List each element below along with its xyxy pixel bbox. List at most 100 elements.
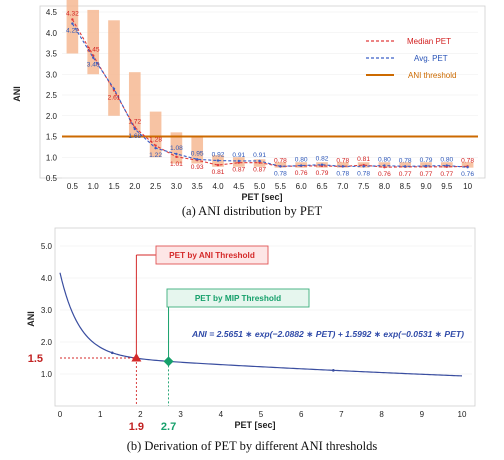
median-data-label: 0.81 <box>357 156 370 163</box>
chart-a-x-tick: 1.0 <box>88 182 100 191</box>
curve-point <box>110 351 114 355</box>
avg-pet-point <box>466 166 469 169</box>
chart-a-y-tick: 2.0 <box>46 112 58 121</box>
chart-a-xlabel: PET [sec] <box>241 192 282 202</box>
avg-pet-point <box>320 163 324 166</box>
chart-b-x-tick: 4 <box>219 410 224 419</box>
chart-a-x-tick: 5.0 <box>254 182 266 191</box>
median-data-label: 0.78 <box>274 157 287 164</box>
chart-a-x-tick: 7.0 <box>337 182 349 191</box>
avg-data-label: 0.92 <box>212 152 225 159</box>
avg-pet-point <box>112 87 116 90</box>
chart-b-x-tick: 10 <box>458 410 467 419</box>
avg-data-label: 0.91 <box>232 152 245 159</box>
median-pet-point <box>175 155 178 159</box>
callout-mip-text: PET by MIP Threshold <box>195 294 281 303</box>
avg-data-label: 1.22 <box>149 152 162 159</box>
median-data-label: 0.93 <box>191 164 204 171</box>
chart-b-y-tick: 5.0 <box>41 242 53 251</box>
median-data-label: 1.01 <box>170 161 183 168</box>
median-data-label: 0.81 <box>212 169 225 176</box>
chart-b-y-tick: 4.0 <box>41 274 53 283</box>
callout-ani-text: PET by ANI Threshold <box>169 251 255 260</box>
median-data-label: 0.77 <box>420 171 433 178</box>
avg-pet-point <box>300 164 303 167</box>
legend-median-label: Median PET <box>407 37 451 46</box>
ani-range-bar <box>274 162 287 168</box>
avg-data-label: 0.78 <box>399 157 412 164</box>
median-pet-point <box>71 18 74 21</box>
avg-pet-point <box>404 165 407 168</box>
avg-pet-point <box>154 146 157 150</box>
curve-point <box>332 369 335 372</box>
avg-data-label: 0.80 <box>440 157 453 164</box>
callout-mip-box <box>166 288 310 308</box>
chart-b-x-tick: 6 <box>299 410 304 419</box>
legend-avg-label: Avg. PET <box>414 54 448 63</box>
chart-a-ylabel: ANI <box>12 86 22 102</box>
median-data-label: 0.76 <box>295 170 308 177</box>
chart-b-x-tick: 7 <box>339 410 344 419</box>
chart-a-x-tick: 2.5 <box>150 182 162 191</box>
chart-a-x-tick: 2.0 <box>129 182 141 191</box>
fitted-curve <box>59 272 463 377</box>
median-data-label: 0.77 <box>440 171 453 178</box>
median-data-label: 2.61 <box>108 94 121 101</box>
ani-range-bar <box>461 162 474 168</box>
ani-threshold-marker <box>131 353 142 362</box>
chart-a-x-tick: 7.5 <box>358 182 370 191</box>
median-data-label: 0.78 <box>461 157 474 164</box>
avg-pet-point <box>133 127 136 131</box>
avg-pet-line <box>71 23 468 168</box>
chart-a-x-tick: 3.0 <box>171 182 183 191</box>
chart-b-xlabel: PET [sec] <box>234 420 275 430</box>
chart-a-y-tick: 1.0 <box>46 153 58 162</box>
chart-b-x-tick: 8 <box>379 410 384 419</box>
chart-a-x-tick: 8.5 <box>400 182 412 191</box>
chart-a-y-tick: 0.5 <box>46 174 58 183</box>
median-pet-point <box>383 166 386 169</box>
avg-data-label: 0.79 <box>420 157 433 164</box>
chart-b-x-tick: 3 <box>178 410 183 419</box>
chart-b-y-tick: 3.0 <box>41 306 53 315</box>
mip-threshold-x-value: 2.7 <box>161 421 176 433</box>
median-pet-line <box>71 19 468 168</box>
chart-b-x-tick: 2 <box>138 410 143 419</box>
ani-threshold-y-value: 1.5 <box>28 353 43 365</box>
chart-a-x-tick: 9.5 <box>441 182 453 191</box>
mip-threshold-marker <box>163 356 174 367</box>
chart-ani-distribution: 4.324.223.453.402.611.721.681.281.221.01… <box>12 0 486 218</box>
chart-a-y-tick: 1.5 <box>46 133 58 142</box>
ani-range-bar <box>170 132 183 164</box>
median-data-label: 0.78 <box>336 157 349 164</box>
avg-data-label: 0.82 <box>316 156 329 163</box>
median-data-label: 0.87 <box>253 167 266 174</box>
avg-data-label: 0.95 <box>191 150 204 157</box>
avg-data-label: 0.80 <box>378 157 391 164</box>
avg-data-label: 1.68 <box>128 133 141 140</box>
median-pet-point <box>258 161 261 164</box>
chart-a-legend: Median PET Avg. PET ANI threshold <box>366 37 456 80</box>
chart-a-y-tick: 2.5 <box>46 91 58 100</box>
chart-pet-derivation: 1.0 2.0 3.0 4.0 5.0 0 1 2 3 4 5 6 7 8 9 10 PET by ANI … <box>26 227 476 453</box>
avg-pet-point <box>279 165 282 168</box>
chart-b-y-tick: 1.0 <box>41 370 53 379</box>
avg-pet-point <box>383 164 386 167</box>
median-pet-point <box>216 163 220 167</box>
avg-data-label: 3.40 <box>87 62 100 69</box>
avg-pet-point <box>362 165 365 168</box>
ani-range-bar <box>191 136 204 164</box>
avg-pet-point <box>258 159 261 163</box>
avg-pet-point <box>175 152 178 156</box>
median-data-label: 1.28 <box>149 137 162 144</box>
avg-pet-point <box>196 158 199 161</box>
chart-b-caption: (b) Derivation of PET by different ANI t… <box>127 439 378 453</box>
avg-data-label: 0.91 <box>253 152 266 159</box>
chart-a-x-tick: 4.0 <box>212 182 224 191</box>
avg-pet-point <box>216 159 220 162</box>
avg-data-label: 0.78 <box>357 170 370 177</box>
chart-a-y-tick: 4.5 <box>46 8 58 17</box>
chart-b-x-tick: 0 <box>58 410 63 419</box>
chart-b-x-tick: 5 <box>259 410 264 419</box>
ani-range-bar <box>108 20 120 116</box>
